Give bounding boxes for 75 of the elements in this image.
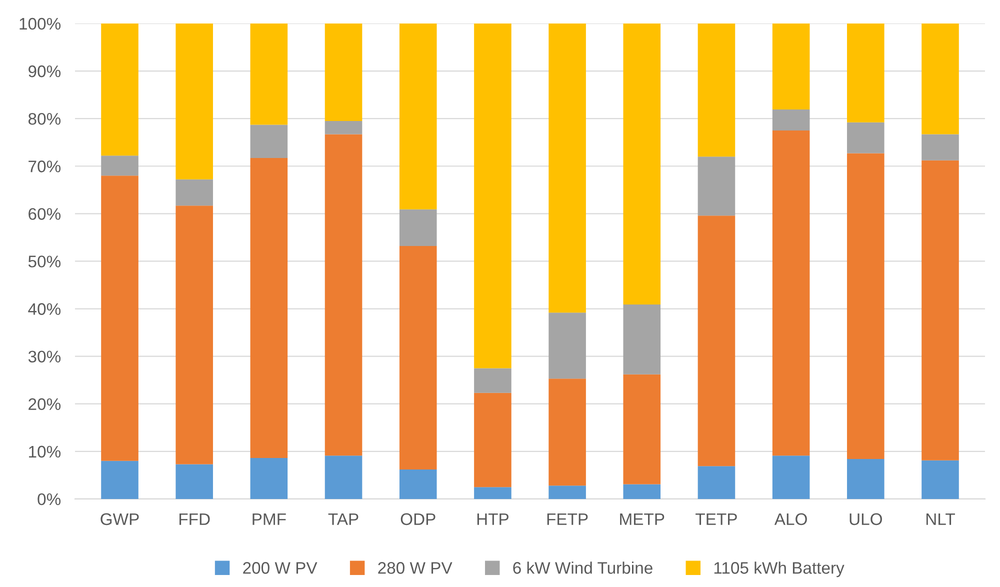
bar — [176, 23, 213, 180]
bar — [101, 23, 138, 156]
bar — [101, 156, 138, 176]
y-tick-label: 20% — [28, 398, 61, 410]
legend-label: 6 kW Wind Turbine — [513, 562, 652, 574]
bar — [922, 23, 959, 134]
bar — [250, 23, 288, 125]
x-tick-label: FFD — [180, 513, 210, 525]
bar — [324, 120, 362, 134]
y-tick-label: 70% — [28, 160, 61, 172]
x-tick-label: GWP — [100, 513, 139, 526]
x-tick-label: PMF — [252, 513, 286, 525]
bar — [250, 124, 288, 158]
x-tick-label: TETP — [696, 513, 737, 525]
x-tick-label: NLT — [926, 513, 955, 525]
bar — [474, 23, 512, 368]
bar — [623, 304, 661, 374]
y-tick-label: 40% — [28, 303, 61, 315]
bar — [474, 392, 512, 488]
legend-label: 200 W PV — [243, 562, 318, 574]
bar — [698, 156, 736, 216]
bar — [922, 134, 959, 160]
bar — [847, 153, 884, 460]
bar — [101, 176, 138, 461]
y-tick-label: 80% — [28, 112, 61, 125]
bar — [847, 459, 884, 499]
x-tick-label: ODP — [400, 513, 436, 526]
y-tick-label: 100% — [20, 18, 61, 30]
bar — [324, 23, 362, 121]
bar — [548, 378, 586, 486]
bar — [176, 206, 213, 464]
bar — [250, 158, 288, 458]
y-tick-label: 30% — [28, 350, 61, 363]
bar — [399, 246, 437, 470]
y-tick-label: 10% — [29, 446, 61, 458]
bar — [847, 23, 884, 122]
bar — [698, 466, 736, 499]
bar — [548, 312, 586, 379]
legend-label: 280 W PV — [378, 562, 452, 574]
bar — [399, 209, 437, 246]
x-tick-label: TAP — [328, 513, 358, 525]
bar — [623, 23, 661, 304]
bar — [623, 374, 661, 484]
bar — [772, 130, 810, 456]
bar — [623, 484, 661, 499]
y-tick-label: 0% — [38, 493, 61, 506]
x-tick-label: ULO — [850, 513, 882, 526]
bar — [772, 23, 810, 110]
bar — [922, 460, 959, 499]
bar — [250, 458, 288, 499]
x-tick-label: ALO — [774, 513, 807, 526]
bar — [399, 469, 437, 499]
bar — [399, 23, 437, 210]
y-tick-label: 50% — [28, 256, 61, 268]
x-tick-label: METP — [620, 513, 664, 525]
bar — [324, 134, 362, 456]
bar — [548, 486, 586, 499]
bar — [922, 160, 959, 460]
bar — [176, 179, 213, 206]
bar — [324, 456, 362, 499]
x-tick-label: HTP — [477, 513, 508, 525]
bar — [101, 460, 138, 499]
y-tick-label: 90% — [28, 65, 61, 78]
bar — [698, 23, 736, 157]
bar — [698, 216, 736, 466]
bar — [548, 23, 586, 313]
x-tick-label: FETP — [547, 513, 588, 525]
y-tick-label: 60% — [28, 208, 61, 220]
bar — [176, 464, 213, 499]
bar — [772, 456, 810, 499]
bar — [847, 122, 884, 154]
bar — [474, 368, 512, 393]
legend-label: 1105 kWh Battery — [714, 562, 844, 578]
bar — [772, 110, 810, 130]
bar — [474, 487, 512, 499]
